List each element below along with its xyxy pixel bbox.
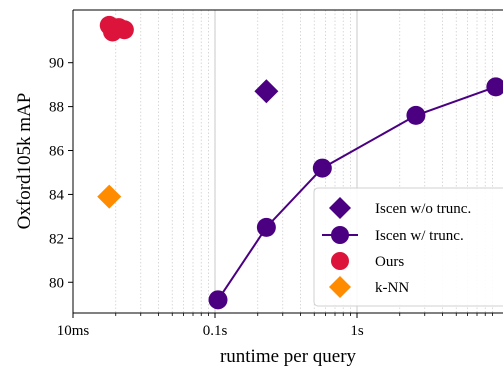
legend: Iscen w/o trunc. Iscen w/ trunc. Ours k-NN [313, 187, 503, 307]
point-iscen-w-trunc [406, 105, 426, 125]
legend-label-iscen-w-trunc: Iscen w/ trunc. [375, 228, 464, 244]
point-iscen-w-o-trunc [254, 79, 279, 104]
legend-label-k-nn: k-NN [375, 280, 409, 296]
y-tick-label: 82 [49, 231, 64, 247]
x-tick-label: 0.1s [203, 323, 228, 339]
y-tick-label: 90 [49, 56, 64, 72]
ticks: 10ms 0.1s 1s 80 82 84 86 88 90 [49, 56, 493, 339]
axes [72, 9, 503, 314]
y-tick-label: 88 [49, 100, 64, 116]
point-k-nn [97, 184, 122, 209]
legend-marker-k-nn [329, 276, 351, 298]
x-axis-label: runtime per query [220, 346, 357, 367]
y-axis-label: Oxford105k mAP [14, 93, 35, 230]
plot-area [97, 15, 503, 310]
y-tick-label: 80 [49, 275, 64, 291]
point-iscen-w-trunc [208, 290, 228, 310]
legend-marker-ours [331, 252, 349, 270]
legend-label-ours: Ours [375, 254, 404, 270]
legend-label-iscen-w-o-trunc: Iscen w/o trunc. [375, 201, 471, 217]
point-ours [114, 20, 134, 40]
point-iscen-w-trunc [256, 217, 276, 237]
x-tick-label: 10ms [57, 323, 90, 339]
point-iscen-w-trunc [312, 158, 332, 178]
legend-box [313, 187, 503, 307]
legend-marker-iscen-w-trunc [331, 226, 349, 244]
y-tick-label: 84 [49, 187, 65, 203]
x-tick-label: 1s [350, 323, 364, 339]
legend-marker-iscen-w-o-trunc [329, 197, 351, 219]
point-iscen-w-trunc [486, 77, 503, 97]
y-tick-label: 86 [49, 144, 65, 160]
